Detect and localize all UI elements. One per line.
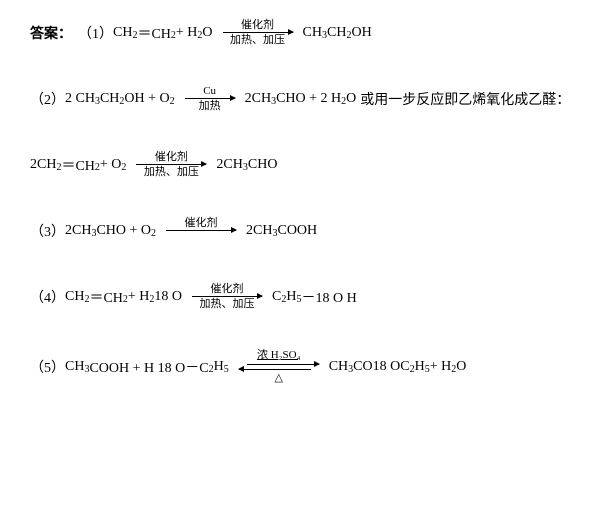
eq1-lhs: CH2 ＝CH2 + H2 O (113, 23, 213, 43)
eq2-tail: 或用一步反应即乙烯氧化成乙醛： (360, 89, 570, 109)
eq3-num: （3） (30, 221, 65, 241)
eq4-arrow: 催化剂 加热、加压 (192, 284, 262, 310)
eq2-rhs: 2CH3 CHO + 2 H2 O (245, 91, 357, 107)
eq3-lhs: 2CH3 CHO + O2 (65, 223, 156, 239)
eq4-rhs: C2 H5 －18 O H (272, 287, 357, 307)
eq2b-rhs: 2CH3 CHO (216, 157, 277, 173)
eq2b-lhs: 2CH2 ＝CH2 + O2 (30, 155, 126, 175)
equation-3: （3） 2CH3 CHO + O2 催化剂 2CH3 COOH (30, 218, 563, 244)
eq2b-arrow: 催化剂 加热、加压 (136, 152, 206, 178)
eq1-arrow: 催化剂 加热、加压 (223, 20, 293, 46)
eq2-lhs: 2 CH3 CH2 OH + O2 (65, 91, 175, 107)
eq4-lhs: CH2 ＝CH2 + H2 18 O (65, 287, 182, 307)
eq5-arrow-reversible: 浓 H₂SO₄ △ (239, 350, 319, 384)
eq5-num: （5） (30, 357, 65, 377)
equation-1: 答案： （1） CH2 ＝CH2 + H2 O 催化剂 加热、加压 CH3 CH… (30, 20, 563, 46)
eq3-rhs: 2CH3 COOH (246, 223, 317, 239)
eq1-num: （1） (78, 23, 113, 43)
answer-lead: 答案： (30, 23, 72, 43)
eq2-arrow: Cu 加热 (185, 86, 235, 112)
equation-4: （4） CH2 ＝CH2 + H2 18 O 催化剂 加热、加压 C2 H5 －… (30, 284, 563, 310)
equation-2b: 2CH2 ＝CH2 + O2 催化剂 加热、加压 2CH3 CHO (30, 152, 563, 178)
equation-2: （2） 2 CH3 CH2 OH + O2 Cu 加热 2CH3 CHO + 2… (30, 86, 563, 112)
eq4-num: （4） (30, 287, 65, 307)
eq5-rhs: CH3 CO18 OC2 H5 + H2 O (329, 359, 467, 375)
eq5-lhs: CH3 COOH + H 18 O－C2 H5 (65, 357, 229, 377)
equation-5: （5） CH3 COOH + H 18 O－C2 H5 浓 H₂SO₄ △ CH… (30, 350, 563, 384)
eq2-num: （2） (30, 89, 65, 109)
eq3-arrow: 催化剂 (166, 218, 236, 244)
eq1-rhs: CH3 CH2 OH (303, 25, 372, 41)
